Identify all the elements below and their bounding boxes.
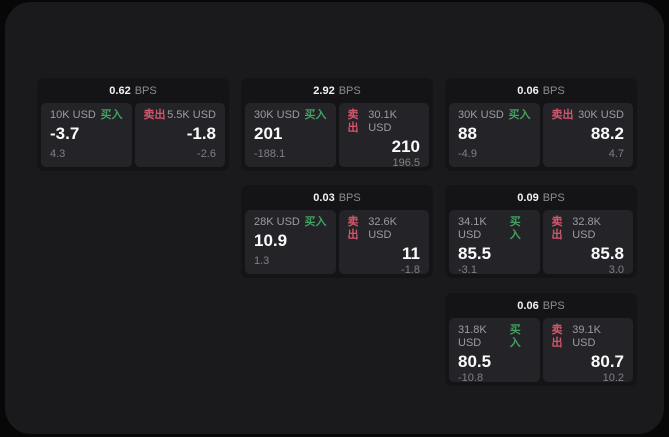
sell-cell[interactable]: 卖出 30K USD 88.2 4.7 (542, 103, 633, 167)
buy-size-label: 28K USD (254, 216, 300, 228)
buy-size-label: 10K USD (50, 109, 96, 121)
buy-side-label: 买入 (304, 109, 327, 121)
bps-unit-label: BPS (338, 84, 361, 97)
bps-unit-label: BPS (134, 84, 157, 97)
sell-delta: 10.2 (602, 372, 624, 384)
buy-price: 88 (458, 124, 477, 143)
buy-price: 10.9 (254, 231, 288, 250)
buy-side-label: 买入 (509, 324, 521, 349)
buy-size-label: 30K USD (254, 109, 300, 121)
bps-value: 0.06 (517, 299, 539, 312)
card-header: 0.06 BPS (445, 293, 637, 318)
bps-value: 2.92 (313, 84, 335, 97)
sell-delta: -2.6 (197, 148, 216, 160)
buy-delta: -10.8 (458, 372, 484, 384)
sell-delta: -1.8 (401, 264, 420, 276)
quote-card: 0.09 BPS 34.1K USD 买入 85.5 -3.1 卖出 32.8K… (445, 185, 637, 278)
quote-card: 2.92 BPS 30K USD 买入 201 -188.1 卖出 30.1K … (241, 78, 433, 171)
bps-unit-label: BPS (542, 84, 565, 97)
buy-delta: -188.1 (254, 148, 286, 160)
buy-delta: -3.1 (458, 264, 477, 276)
bps-value: 0.62 (109, 84, 131, 97)
sell-size-label: 32.8K USD (572, 216, 601, 241)
quote-cells: 28K USD 买入 10.9 1.3 卖出 32.6K USD 11 -1.8 (245, 210, 429, 276)
quote-card: 0.06 BPS 31.8K USD 买入 80.5 -10.8 卖出 39.1… (445, 293, 637, 386)
sell-price: 85.8 (590, 244, 624, 263)
buy-cell[interactable]: 31.8K USD 买入 80.5 -10.8 (449, 318, 540, 384)
buy-size-label: 31.8K USD (458, 324, 487, 349)
buy-cell[interactable]: 28K USD 买入 10.9 1.3 (245, 210, 336, 274)
sell-delta: 4.7 (608, 148, 624, 160)
buy-cell[interactable]: 30K USD 买入 201 -188.1 (245, 103, 336, 167)
buy-price: 85.5 (458, 244, 492, 263)
card-header: 0.09 BPS (445, 185, 637, 210)
buy-cell[interactable]: 34.1K USD 买入 85.5 -3.1 (449, 210, 540, 276)
sell-cell[interactable]: 卖出 30.1K USD 210 196.5 (338, 103, 429, 169)
sell-side-label: 卖出 (551, 109, 574, 121)
quote-cells: 30K USD 买入 201 -188.1 卖出 30.1K USD 210 1… (245, 103, 429, 169)
buy-side-label: 买入 (100, 109, 123, 121)
card-header: 0.62 BPS (37, 78, 229, 103)
app-surface: 0.62 BPS 10K USD 买入 -3.7 4.3 卖出 5.5K USD… (5, 2, 664, 434)
quote-cells: 30K USD 买入 88 -4.9 卖出 30K USD 88.2 4.7 (449, 103, 633, 167)
quote-cells: 34.1K USD 买入 85.5 -3.1 卖出 32.8K USD 85.8… (449, 210, 633, 276)
buy-side-label: 买入 (509, 216, 521, 241)
sell-side-label: 卖出 (347, 109, 359, 134)
sell-side-label: 卖出 (551, 216, 563, 241)
sell-delta: 196.5 (392, 157, 420, 169)
buy-price: 201 (254, 124, 283, 143)
sell-size-label: 5.5K USD (167, 109, 216, 121)
buy-price: 80.5 (458, 352, 492, 371)
buy-cell[interactable]: 30K USD 买入 88 -4.9 (449, 103, 540, 167)
sell-delta: 3.0 (608, 264, 624, 276)
quote-card: 0.03 BPS 28K USD 买入 10.9 1.3 卖出 32.6K US… (241, 185, 433, 278)
buy-delta: -4.9 (458, 148, 477, 160)
buy-side-label: 买入 (508, 109, 531, 121)
sell-price: 88.2 (590, 124, 624, 143)
sell-size-label: 32.6K USD (368, 216, 397, 241)
sell-cell[interactable]: 卖出 32.6K USD 11 -1.8 (338, 210, 429, 276)
buy-delta: 4.3 (50, 148, 66, 160)
sell-size-label: 30.1K USD (368, 109, 397, 134)
card-header: 0.06 BPS (445, 78, 637, 103)
bps-value: 0.03 (313, 191, 335, 204)
sell-cell[interactable]: 卖出 5.5K USD -1.8 -2.6 (134, 103, 225, 167)
sell-side-label: 卖出 (143, 109, 166, 121)
sell-side-label: 卖出 (551, 324, 563, 349)
buy-cell[interactable]: 10K USD 买入 -3.7 4.3 (41, 103, 132, 167)
sell-price: -1.8 (186, 124, 216, 143)
sell-size-label: 30K USD (578, 109, 624, 121)
bps-unit-label: BPS (542, 299, 565, 312)
sell-cell[interactable]: 卖出 39.1K USD 80.7 10.2 (542, 318, 633, 384)
quote-cells: 10K USD 买入 -3.7 4.3 卖出 5.5K USD -1.8 -2.… (41, 103, 225, 167)
sell-side-label: 卖出 (347, 216, 359, 241)
buy-size-label: 30K USD (458, 109, 504, 121)
bps-value: 0.09 (517, 191, 539, 204)
sell-cell[interactable]: 卖出 32.8K USD 85.8 3.0 (542, 210, 633, 276)
sell-price: 80.7 (590, 352, 624, 371)
buy-size-label: 34.1K USD (458, 216, 487, 241)
card-header: 0.03 BPS (241, 185, 433, 210)
quote-card: 0.06 BPS 30K USD 买入 88 -4.9 卖出 30K USD 8… (445, 78, 637, 171)
bps-unit-label: BPS (542, 191, 565, 204)
buy-delta: 1.3 (254, 255, 270, 267)
quote-card: 0.62 BPS 10K USD 买入 -3.7 4.3 卖出 5.5K USD… (37, 78, 229, 171)
buy-price: -3.7 (50, 124, 80, 143)
buy-side-label: 买入 (304, 216, 327, 228)
bps-unit-label: BPS (338, 191, 361, 204)
sell-price: 210 (391, 137, 420, 156)
card-header: 2.92 BPS (241, 78, 433, 103)
quote-cells: 31.8K USD 买入 80.5 -10.8 卖出 39.1K USD 80.… (449, 318, 633, 384)
sell-price: 11 (402, 244, 420, 263)
sell-size-label: 39.1K USD (572, 324, 601, 349)
bps-value: 0.06 (517, 84, 539, 97)
